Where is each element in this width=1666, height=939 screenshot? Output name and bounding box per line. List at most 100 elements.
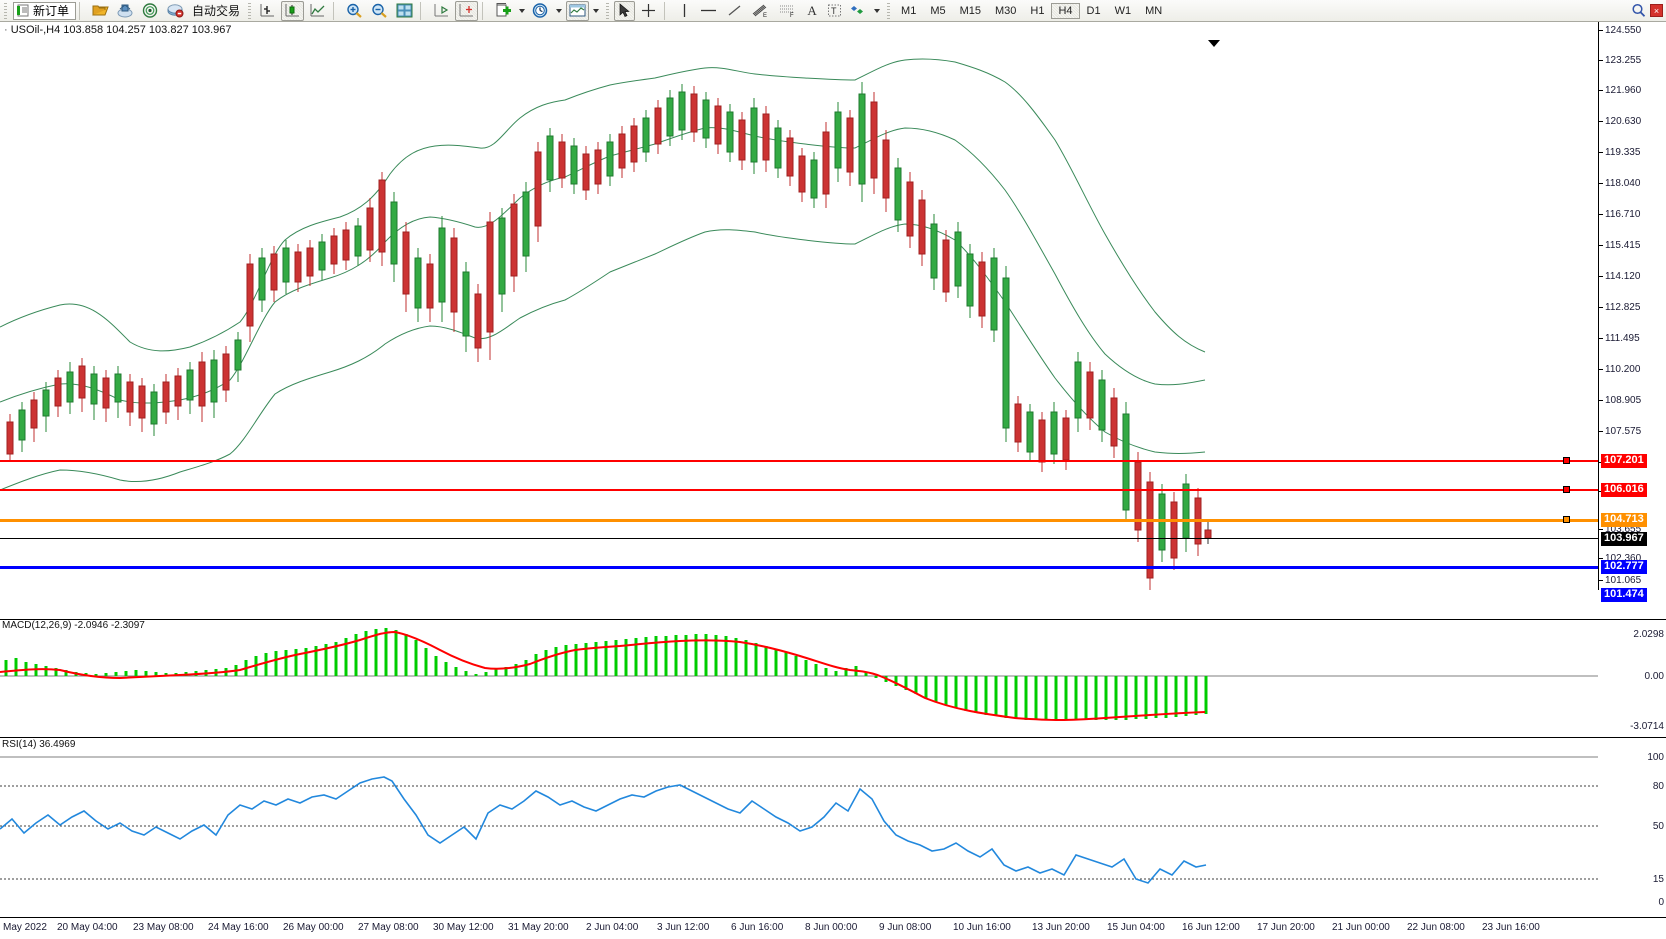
- price-label-support-1[interactable]: 102.777: [1601, 560, 1647, 574]
- zoom-in-button[interactable]: [343, 1, 366, 21]
- price-line-resistance-2[interactable]: [0, 489, 1598, 491]
- indicators-dropdown-caret[interactable]: [519, 8, 526, 13]
- templates-button[interactable]: [566, 0, 590, 21]
- chart-scroll-marker[interactable]: [1208, 40, 1220, 47]
- cursor-button[interactable]: [614, 0, 636, 21]
- broadcast-icon: [142, 3, 158, 18]
- macd-panel[interactable]: MACD(12,26,9) -2.0946 -2.3097 2.0298 0.0…: [0, 620, 1666, 738]
- price-tick-13: 107.575: [1605, 426, 1642, 437]
- toolbar-grip[interactable]: [2, 1, 9, 20]
- timeframe-m15[interactable]: M15: [959, 4, 981, 17]
- toolbar-separator-2: [333, 1, 339, 20]
- shapes-button[interactable]: [847, 1, 870, 21]
- text-button[interactable]: A: [802, 1, 822, 21]
- price-tick-8: 114.120: [1605, 271, 1641, 282]
- period-dropdown-caret[interactable]: [556, 8, 563, 13]
- crosshair-button[interactable]: [637, 1, 660, 21]
- main-toolbar: 新订单: [0, 0, 1666, 22]
- new-order-button[interactable]: 新订单: [13, 1, 77, 20]
- chart-shift-button[interactable]: [430, 1, 453, 21]
- zoom-out-button[interactable]: [368, 1, 391, 21]
- macd-label: MACD(12,26,9) -2.0946 -2.3097: [2, 620, 145, 631]
- timeframe-mn[interactable]: MN: [1145, 4, 1163, 17]
- toolbar-separator-4: [482, 1, 488, 20]
- rsi-panel[interactable]: RSI(14) 36.4969 100 80 50 15 0: [0, 739, 1666, 913]
- trendline-button[interactable]: [723, 1, 746, 21]
- bar-chart-button[interactable]: [256, 1, 279, 21]
- timeframe-h4[interactable]: H4: [1051, 2, 1080, 19]
- time-label-8: 2 Jun 04:00: [586, 922, 639, 933]
- autotrading-label-button[interactable]: 自动交易: [189, 1, 243, 21]
- time-label-10: 6 Jun 16:00: [731, 922, 784, 933]
- toolbar-separator-5: [664, 1, 670, 20]
- timeframe-d1[interactable]: D1: [1086, 4, 1101, 17]
- time-label-5: 27 May 08:00: [358, 922, 419, 933]
- time-axis[interactable]: May 2022 20 May 04:00 23 May 08:00 24 Ma…: [0, 917, 1666, 939]
- svg-text:F: F: [790, 13, 794, 18]
- auto-scroll-button[interactable]: [455, 0, 479, 21]
- timeframe-w1[interactable]: W1: [1114, 4, 1132, 17]
- shapes-dropdown-caret[interactable]: [874, 8, 881, 13]
- price-line-pivot[interactable]: [0, 519, 1598, 522]
- price-tick-12: 108.905: [1605, 395, 1642, 406]
- timeframe-m30[interactable]: M30: [995, 4, 1017, 17]
- price-label-resistance-1[interactable]: 107.201: [1601, 454, 1647, 468]
- toolbar-grip-4[interactable]: [885, 1, 893, 20]
- price-line-handle-pivot[interactable]: [1563, 516, 1570, 523]
- time-label-1: 20 May 04:00: [57, 922, 118, 933]
- vertical-line-icon: [683, 4, 685, 17]
- text-icon: A: [807, 2, 817, 18]
- fibonacci-button[interactable]: F: [775, 1, 800, 21]
- period-button[interactable]: [529, 1, 552, 21]
- autotrading-icon: [167, 4, 184, 18]
- line-chart-button[interactable]: [306, 1, 329, 21]
- search-button[interactable]: [1628, 1, 1649, 21]
- candlestick-chart-button[interactable]: [281, 0, 305, 21]
- price-plot[interactable]: [0, 22, 1598, 590]
- price-line-support-1[interactable]: [0, 566, 1598, 569]
- templates-dropdown-caret[interactable]: [593, 8, 600, 13]
- rsi-axis-tick-80: 80: [1652, 781, 1664, 792]
- horizontal-line-button[interactable]: [696, 1, 721, 21]
- price-axis[interactable]: 124.550 123.255 121.960 120.630 119.335 …: [1598, 22, 1666, 602]
- timeframe-h1[interactable]: H1: [1030, 4, 1045, 17]
- vertical-line-button[interactable]: [674, 1, 694, 21]
- rsi-axis-tick-100: 100: [1647, 752, 1664, 763]
- indicators-button[interactable]: [492, 1, 515, 21]
- time-label-13: 10 Jun 16:00: [953, 922, 1011, 933]
- price-label-resistance-2[interactable]: 106.016: [1601, 483, 1647, 497]
- timeframe-m1[interactable]: M1: [901, 4, 917, 17]
- time-label-18: 21 Jun 00:00: [1332, 922, 1390, 933]
- rsi-axis-tick-50: 50: [1652, 821, 1664, 832]
- tile-windows-button[interactable]: [393, 1, 416, 21]
- macd-histogram: [4, 628, 1208, 720]
- toolbar-grip-2[interactable]: [246, 1, 254, 20]
- price-tick-3: 120.630: [1605, 116, 1642, 127]
- price-line-handle-resistance-1[interactable]: [1563, 457, 1570, 464]
- price-line-handle-resistance-2[interactable]: [1563, 486, 1570, 493]
- macd-signal-line: [0, 630, 1206, 722]
- crosshair-icon: [642, 4, 656, 17]
- price-label-support-2[interactable]: 101.474: [1601, 588, 1647, 602]
- timeframe-m5[interactable]: M5: [930, 4, 946, 17]
- folder-icon-button[interactable]: [89, 1, 112, 21]
- close-badge[interactable]: ×: [1650, 4, 1663, 17]
- autotrading-icon-button[interactable]: [164, 1, 187, 21]
- equidistant-channel-button[interactable]: E: [748, 1, 773, 21]
- time-label-2: 23 May 08:00: [133, 922, 194, 933]
- time-label-3: 24 May 16:00: [208, 922, 269, 933]
- price-label-last-price: 103.967: [1601, 532, 1647, 546]
- broadcast-icon-button[interactable]: [139, 1, 162, 21]
- price-label-pivot[interactable]: 104.713: [1601, 513, 1647, 527]
- time-label-12: 9 Jun 08:00: [879, 922, 932, 933]
- time-label-7: 31 May 20:00: [508, 922, 569, 933]
- toolbar-grip-3[interactable]: [604, 1, 612, 20]
- price-tick-1: 123.255: [1605, 55, 1642, 66]
- text-label-button[interactable]: T: [824, 1, 845, 21]
- price-line-resistance-1[interactable]: [0, 460, 1598, 462]
- new-order-label: 新订单: [33, 4, 70, 18]
- publish-icon-button[interactable]: [114, 1, 137, 21]
- chart-container[interactable]: · USOil-,H4 103.858 104.257 103.827 103.…: [0, 22, 1666, 939]
- macd-axis-tick-zero: 0.00: [1644, 671, 1664, 682]
- rsi-axis-tick-15: 15: [1652, 874, 1664, 885]
